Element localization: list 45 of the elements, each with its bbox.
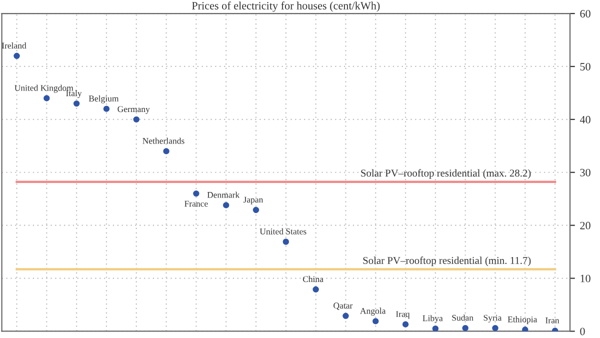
x-tick-label: France [184, 200, 208, 207]
point [372, 318, 379, 324]
point [14, 52, 20, 59]
point [44, 95, 50, 102]
x-tick-label: China [302, 276, 324, 282]
point [73, 100, 80, 107]
x-tick-label: Iran [546, 318, 560, 324]
point [103, 106, 110, 112]
y-tick-label: 20 [580, 222, 590, 230]
point [193, 190, 200, 197]
point [252, 206, 260, 214]
y-tick-label: 0 [580, 328, 585, 336]
point [282, 238, 289, 245]
x-tick-label: Germany [118, 106, 150, 114]
x-tick-label: Ireland [2, 42, 26, 49]
point [432, 325, 439, 332]
y-tick-label: 60 [580, 10, 590, 18]
y-tick-label: 50 [580, 62, 590, 70]
y-tick-label: 30 [580, 168, 590, 176]
x-tick-label: Netherlands [142, 138, 184, 144]
point [402, 321, 409, 328]
point [163, 148, 170, 154]
x-tick-label: Qatar [334, 302, 353, 310]
y-tick-label: 40 [580, 116, 590, 124]
x-tick-label: Japan [243, 196, 264, 204]
x-tick-label: Sudan [452, 314, 474, 321]
x-tick-label: Syria [484, 314, 502, 323]
x-tick-label: United States [260, 228, 306, 234]
chart-title: Prices of electricity for houses (cent/kWh) [192, 2, 380, 12]
point [222, 202, 230, 208]
point [133, 116, 140, 123]
point [342, 312, 349, 319]
point [522, 326, 528, 332]
x-tick-label: Libya [422, 315, 443, 324]
y-tick-label: 10 [580, 274, 590, 282]
point [312, 286, 319, 293]
x-tick-label: Ethiopia [508, 316, 538, 324]
x-tick-label: Denmark [207, 192, 240, 198]
ref-line-label: Solar PV–rooftop residential (min. 11.7) [363, 256, 531, 266]
point [462, 324, 468, 332]
x-tick-label: Belgium [88, 95, 119, 104]
ref-line-label: Solar PV–rooftop residential (max. 28.2) [361, 169, 531, 179]
point [492, 324, 498, 332]
x-tick-label: Iraq [396, 311, 410, 319]
x-tick-label: Angola [360, 308, 386, 316]
